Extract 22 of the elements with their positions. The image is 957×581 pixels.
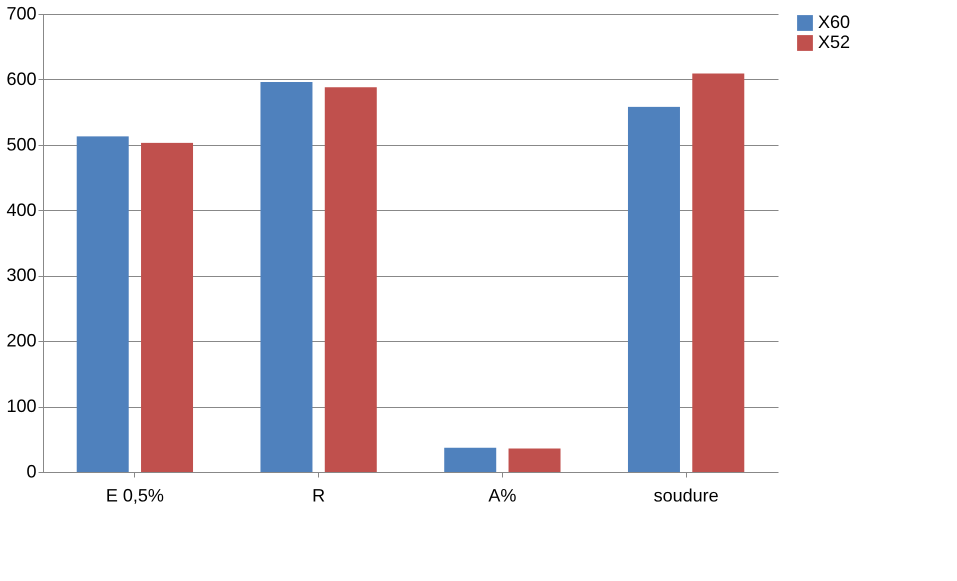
bar — [444, 448, 496, 472]
bar — [260, 82, 312, 472]
y-tick-label: 200 — [6, 330, 36, 351]
bar — [141, 142, 194, 472]
x-tick-label: A% — [488, 486, 516, 506]
y-tick-label: 100 — [6, 396, 36, 416]
y-tick-label: 400 — [6, 200, 36, 220]
x-tick-label: R — [312, 486, 326, 506]
x-tick-label: soudure — [654, 486, 719, 506]
bar — [628, 106, 680, 472]
y-tick-label: 300 — [6, 265, 36, 286]
y-tick-label: 0 — [26, 462, 36, 482]
legend-label: X52 — [818, 32, 850, 52]
bar — [692, 74, 744, 472]
bar — [508, 448, 561, 472]
bar — [324, 87, 377, 472]
y-tick-label: 700 — [6, 4, 36, 24]
bar — [76, 136, 129, 472]
x-tick-label: E 0,5% — [106, 486, 164, 506]
y-tick-label: 500 — [6, 134, 36, 154]
y-tick-label: 600 — [6, 68, 36, 89]
legend-label: X60 — [818, 12, 850, 32]
